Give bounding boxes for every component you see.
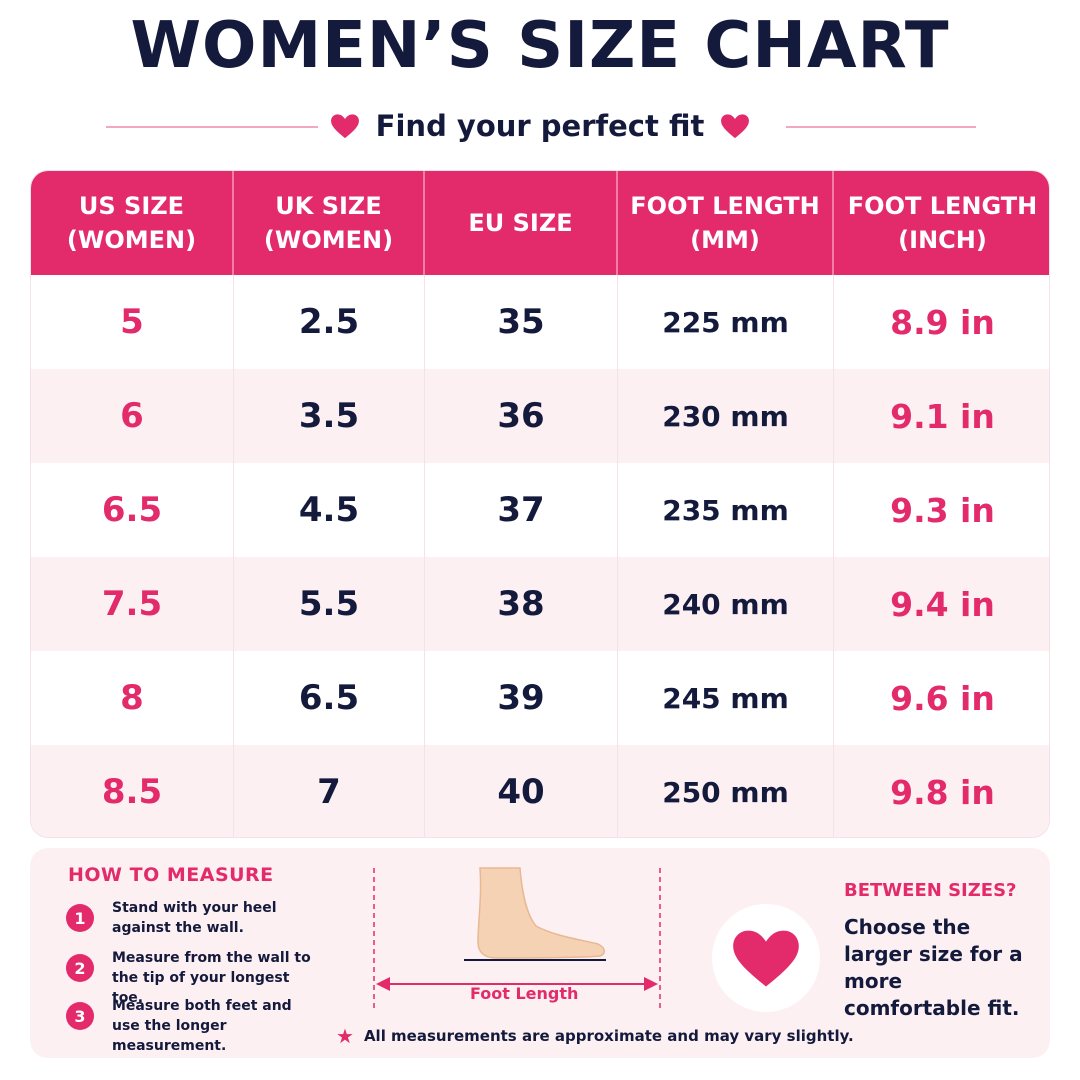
- eu-size-cell: 35: [425, 275, 618, 369]
- step-number-badge: 3: [66, 1002, 94, 1030]
- us-size-cell: 6.5: [31, 463, 234, 557]
- step-text: Stand with your heel against the wall.: [112, 900, 277, 936]
- foot-icon: [477, 867, 605, 959]
- arrow-right-icon: [644, 977, 658, 991]
- size-table: US SIZE (WOMEN) UK SIZE (WOMEN) EU SIZE …: [30, 170, 1050, 838]
- foot-length-mm-cell: 240 mm: [618, 557, 834, 651]
- table-row: 8.5 7 40 250 mm 9.8 in: [31, 745, 1049, 837]
- heart-icon: [330, 114, 359, 139]
- step-number-badge: 1: [66, 904, 94, 932]
- foot-length-mm-cell: 245 mm: [618, 651, 834, 745]
- arrow-left-icon: [376, 977, 390, 991]
- how-to-measure-title: HOW TO MEASURE: [68, 864, 274, 886]
- foot-length-mm-cell: 250 mm: [618, 745, 834, 837]
- foot-length-mm-cell: 235 mm: [618, 463, 834, 557]
- page-title: WOMEN’S SIZE CHART: [130, 9, 950, 83]
- heart-icon: [721, 114, 750, 139]
- us-size-cell: 5: [31, 275, 234, 369]
- table-row: 6.5 4.5 37 235 mm 9.3 in: [31, 463, 1049, 557]
- star-icon: ★: [336, 1024, 354, 1048]
- disclaimer-text: All measurements are approximate and may…: [363, 1027, 854, 1045]
- step-number-badge: 2: [66, 954, 94, 982]
- table-row: 5 2.5 35 225 mm 8.9 in: [31, 275, 1049, 369]
- heart-icon: [733, 930, 799, 987]
- eu-size-cell: 38: [425, 557, 618, 651]
- step-text: Measure from the wall to the tip of your…: [112, 950, 311, 1006]
- measure-step: 1 Stand with your heel against the wall.: [66, 898, 316, 942]
- uk-size-cell: 6.5: [234, 651, 425, 745]
- uk-size-cell: 2.5: [234, 275, 425, 369]
- divider-right: [786, 126, 976, 128]
- us-size-cell: 8.5: [31, 745, 234, 837]
- foot-length-mm-cell: 230 mm: [618, 369, 834, 463]
- foot-length-inch-cell: 9.6 in: [890, 678, 995, 718]
- measure-step: 3 Measure both feet and use the longer m…: [66, 996, 316, 1054]
- foot-length-inch-cell: 9.3 in: [890, 490, 995, 530]
- subtitle-row: Find your perfect fit: [0, 106, 1080, 146]
- us-size-cell: 7.5: [31, 557, 234, 651]
- step-text: Measure both feet and use the longer mea…: [112, 998, 292, 1054]
- column-header-uk-size: UK SIZE (WOMEN): [234, 171, 425, 275]
- table-row: 6 3.5 36 230 mm 9.1 in: [31, 369, 1049, 463]
- uk-size-cell: 7: [234, 745, 425, 837]
- between-sizes-text: Choose the larger size for a more comfor…: [844, 915, 1023, 1020]
- heart-badge: [712, 904, 820, 1012]
- uk-size-cell: 4.5: [234, 463, 425, 557]
- uk-size-cell: 5.5: [234, 557, 425, 651]
- us-size-cell: 6: [31, 369, 234, 463]
- eu-size-cell: 36: [425, 369, 618, 463]
- eu-size-cell: 39: [425, 651, 618, 745]
- disclaimer-note: ★ All measurements are approximate and m…: [336, 1024, 854, 1048]
- column-header-foot-length-mm: FOOT LENGTH (MM): [618, 171, 834, 275]
- foot-measurement-diagram: [373, 867, 661, 1012]
- eu-size-cell: 40: [425, 745, 618, 837]
- uk-size-cell: 3.5: [234, 369, 425, 463]
- column-header-us-size: US SIZE (WOMEN): [31, 171, 234, 275]
- foot-length-inch-cell: 9.4 in: [890, 584, 995, 624]
- measure-step: 2 Measure from the wall to the tip of yo…: [66, 948, 316, 1006]
- between-sizes-title: BETWEEN SIZES?: [844, 880, 1017, 901]
- foot-length-inch-cell: 8.9 in: [890, 302, 995, 342]
- measure-info-card: HOW TO MEASURE 1 Stand with your heel ag…: [30, 848, 1050, 1058]
- subtitle: Find your perfect fit: [375, 109, 705, 143]
- column-header-foot-length-inch: FOOT LENGTH (INCH): [847, 192, 1038, 254]
- column-header-eu-size: EU SIZE: [425, 171, 618, 275]
- divider-left: [106, 126, 318, 128]
- table-row: 7.5 5.5 38 240 mm 9.4 in: [31, 557, 1049, 651]
- us-size-cell: 8: [31, 651, 234, 745]
- table-header: US SIZE (WOMEN) UK SIZE (WOMEN) EU SIZE …: [31, 171, 1049, 275]
- foot-length-inch-cell: 9.1 in: [890, 396, 995, 436]
- foot-length-label: Foot Length: [470, 984, 579, 1003]
- foot-length-inch-cell: 9.8 in: [890, 772, 995, 812]
- eu-size-cell: 37: [425, 463, 618, 557]
- foot-length-mm-cell: 225 mm: [618, 275, 834, 369]
- table-row: 8 6.5 39 245 mm 9.6 in: [31, 651, 1049, 745]
